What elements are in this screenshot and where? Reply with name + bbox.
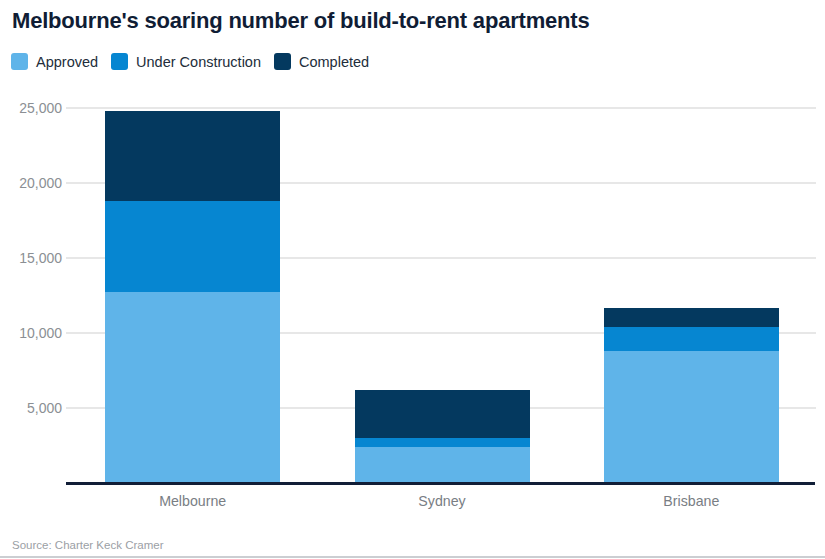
x-axis-label-melbourne: Melbourne <box>103 493 283 509</box>
y-tick-label-5000: 5,000 <box>0 399 62 417</box>
gridline-25000 <box>66 107 816 109</box>
source-text: Source: Charter Keck Cramer <box>12 539 163 551</box>
bottom-divider <box>0 556 825 558</box>
bar-segment-brisbane-under-construction <box>604 327 779 351</box>
bar-segment-sydney-approved <box>355 447 530 483</box>
bar-segment-sydney-completed <box>355 390 530 438</box>
x-axis-line <box>66 482 815 485</box>
bar-segment-melbourne-under-construction <box>105 201 280 293</box>
bar-segment-sydney-under-construction <box>355 438 530 447</box>
y-tick-label-20000: 20,000 <box>0 174 62 192</box>
bar-segment-melbourne-approved <box>105 292 280 483</box>
x-axis-label-sydney: Sydney <box>352 493 532 509</box>
y-tick-label-25000: 25,000 <box>0 99 62 117</box>
bar-segment-brisbane-approved <box>604 351 779 483</box>
bar-segment-melbourne-completed <box>105 111 280 201</box>
bar-segment-brisbane-completed <box>604 308 779 328</box>
plot-area: 5,000 10,000 15,000 20,000 25,000 Melbourne S… <box>0 0 825 559</box>
chart-card: Melbourne's soaring number of build-to-r… <box>0 0 825 559</box>
y-tick-label-15000: 15,000 <box>0 249 62 267</box>
x-axis-label-brisbane: Brisbane <box>601 493 781 509</box>
y-tick-label-10000: 10,000 <box>0 324 62 342</box>
